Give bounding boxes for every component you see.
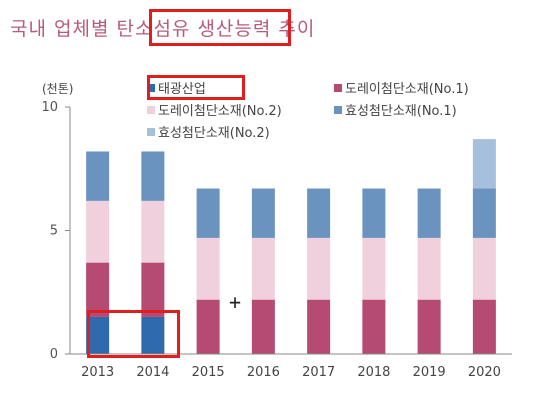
y-axis: 0 5 10	[41, 100, 71, 362]
x-tick-label: 2013	[81, 365, 114, 380]
legend-label: 효성첨단소재(No.1)	[345, 104, 457, 119]
bar-segment-2020-도레이첨단소재(No.1)	[472, 299, 496, 354]
y-tick-label: 5	[50, 224, 58, 239]
x-tick-label: 2017	[302, 365, 335, 380]
bar-segment-2014-효성첨단소재(No.1)	[141, 151, 165, 201]
x-tick-label: 2016	[247, 365, 280, 380]
bar-segment-2013-도레이첨단소재(No.2)	[86, 200, 110, 263]
legend-swatch	[147, 106, 155, 114]
bar-segment-2017-효성첨단소재(No.1)	[307, 188, 331, 238]
x-tick-label: 2014	[136, 365, 169, 380]
y-tick-label: 0	[50, 347, 58, 362]
legend-swatch	[147, 128, 155, 136]
bar-segment-2018-효성첨단소재(No.1)	[362, 188, 386, 238]
legend-swatch	[147, 84, 155, 92]
bar-segment-2016-도레이첨단소재(No.1)	[251, 299, 275, 354]
bar-segment-2013-효성첨단소재(No.1)	[86, 151, 110, 201]
legend-swatch	[334, 106, 342, 114]
bar-segment-2013-태광산업	[86, 316, 110, 354]
x-tick-label: 2020	[468, 365, 501, 380]
x-tick-label: 2018	[357, 365, 390, 380]
legend-label: 태광산업	[158, 82, 206, 97]
legend-label: 도레이첨단소재(No.2)	[158, 104, 282, 119]
bar-segment-2020-효성첨단소재(No.1)	[472, 188, 496, 238]
bar-segment-2015-도레이첨단소재(No.1)	[196, 299, 220, 354]
bar-segment-2020-효성첨단소재(No.2)	[472, 139, 496, 189]
legend: 태광산업 도레이첨단소재(No.1) 도레이첨단소재(No.2) 효성첨단소재(No.…	[147, 82, 469, 141]
bar-segment-2020-도레이첨단소재(No.2)	[472, 237, 496, 300]
chart-title: 국내 업체별 탄소섬유 생산능력 추이	[10, 18, 316, 40]
x-tick-label: 2019	[413, 365, 446, 380]
bar-segment-2014-도레이첨단소재(No.2)	[141, 200, 165, 263]
bar-segment-2019-효성첨단소재(No.1)	[417, 188, 441, 238]
bar-segment-2017-도레이첨단소재(No.2)	[307, 237, 331, 300]
legend-label: 효성첨단소재(No.2)	[158, 126, 270, 141]
x-tick-label: 2015	[192, 365, 225, 380]
bar-segment-2018-도레이첨단소재(No.1)	[362, 299, 386, 354]
bar-segment-2015-도레이첨단소재(No.2)	[196, 237, 220, 300]
bar-segment-2019-도레이첨단소재(No.1)	[417, 299, 441, 354]
y-tick-label: 10	[41, 100, 58, 115]
bar-segment-2016-도레이첨단소재(No.2)	[251, 237, 275, 300]
crosshair-cursor-icon: +	[229, 290, 242, 314]
bar-segment-2016-효성첨단소재(No.1)	[251, 188, 275, 238]
bar-segment-2015-효성첨단소재(No.1)	[196, 188, 220, 238]
bar-segment-2014-태광산업	[141, 316, 165, 354]
bar-segment-2014-도레이첨단소재(No.1)	[141, 262, 165, 317]
legend-label: 도레이첨단소재(No.1)	[345, 82, 469, 97]
bars	[86, 139, 496, 354]
bar-segment-2018-도레이첨단소재(No.2)	[362, 237, 386, 300]
bar-segment-2013-도레이첨단소재(No.1)	[86, 262, 110, 317]
bar-segment-2017-도레이첨단소재(No.1)	[307, 299, 331, 354]
y-unit-label: (천톤)	[42, 81, 73, 96]
x-axis: 2013 2014 2015 2016 2017 2018 2019 2020	[70, 353, 512, 380]
legend-swatch	[334, 84, 342, 92]
bar-segment-2019-도레이첨단소재(No.2)	[417, 237, 441, 300]
